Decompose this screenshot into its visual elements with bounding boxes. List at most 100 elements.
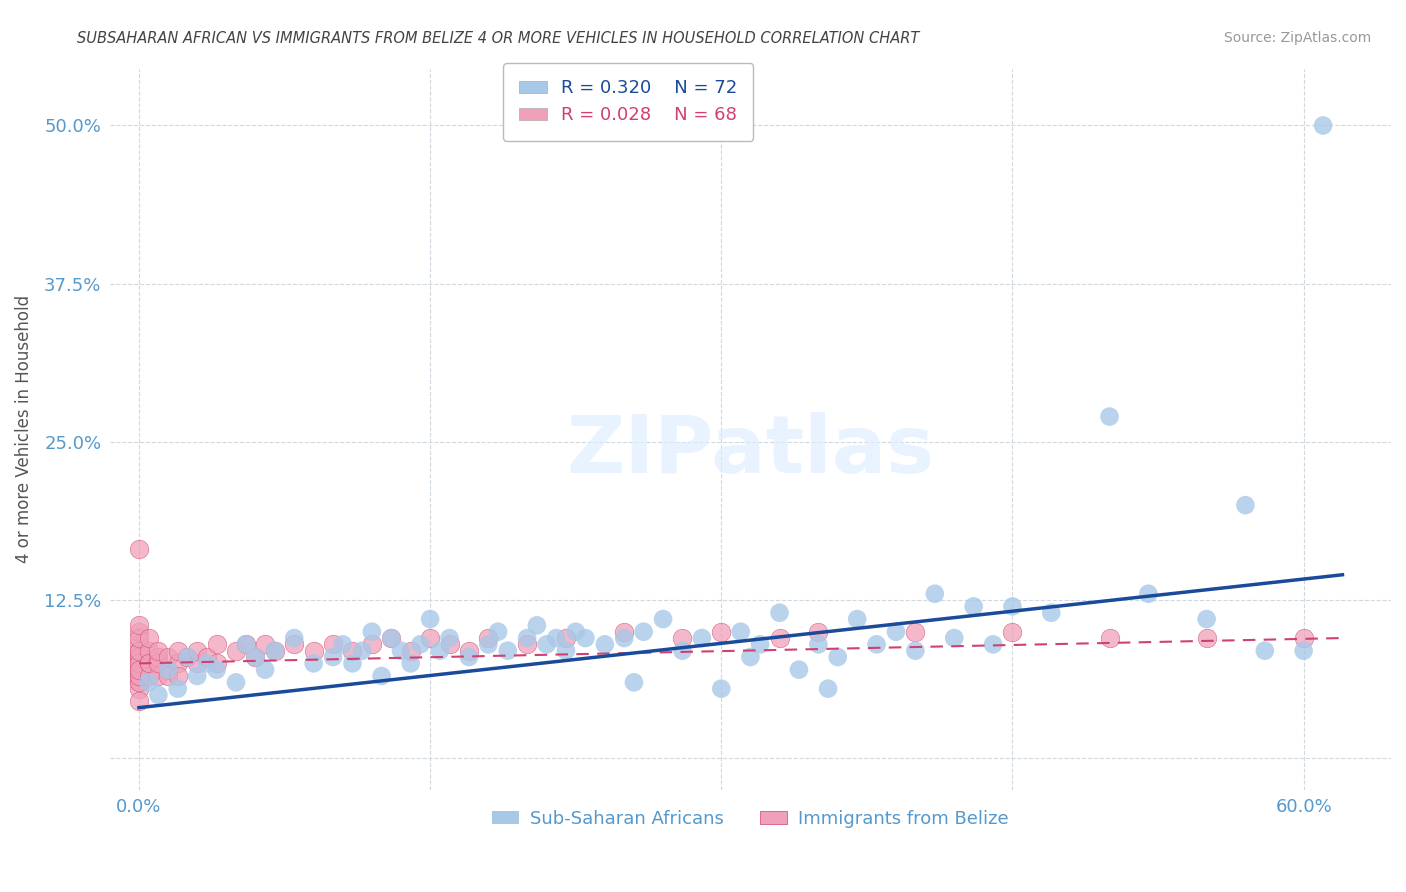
Point: [148, 643, 170, 657]
Point: [128, 675, 150, 690]
Point: [195, 657, 218, 671]
Point: [342, 657, 364, 671]
Point: [128, 618, 150, 632]
Point: [157, 663, 180, 677]
Point: [846, 612, 869, 626]
Point: [652, 612, 675, 626]
Point: [1040, 606, 1063, 620]
Point: [623, 675, 645, 690]
Point: [283, 631, 305, 645]
Point: [302, 657, 325, 671]
Point: [807, 624, 830, 639]
Point: [555, 643, 578, 657]
Point: [128, 669, 150, 683]
Point: [128, 657, 150, 671]
Point: [613, 624, 636, 639]
Point: [768, 606, 790, 620]
Point: [148, 688, 170, 702]
Point: [128, 669, 150, 683]
Point: [1001, 624, 1024, 639]
Point: [166, 681, 188, 696]
Point: [148, 669, 170, 683]
Point: [924, 587, 946, 601]
Point: [399, 657, 422, 671]
Point: [128, 624, 150, 639]
Point: [254, 663, 277, 677]
Point: [186, 669, 208, 683]
Point: [128, 650, 150, 665]
Point: [516, 637, 538, 651]
Point: [322, 650, 344, 665]
Point: [128, 663, 150, 677]
Point: [138, 675, 160, 690]
Point: [205, 637, 228, 651]
Point: [633, 624, 655, 639]
Point: [128, 650, 150, 665]
Point: [419, 612, 441, 626]
Point: [322, 637, 344, 651]
Point: [128, 643, 150, 657]
Point: [352, 643, 374, 657]
Point: [186, 657, 208, 671]
Point: [787, 663, 810, 677]
Point: [439, 631, 461, 645]
Point: [546, 631, 568, 645]
Point: [1137, 587, 1160, 601]
Text: Source: ZipAtlas.com: Source: ZipAtlas.com: [1223, 31, 1371, 45]
Point: [166, 643, 188, 657]
Point: [1001, 599, 1024, 614]
Point: [166, 657, 188, 671]
Point: [1195, 631, 1218, 645]
Point: [148, 657, 170, 671]
Point: [128, 663, 150, 677]
Point: [380, 631, 402, 645]
Point: [138, 657, 160, 671]
Point: [225, 643, 247, 657]
Point: [360, 624, 382, 639]
Point: [1312, 119, 1334, 133]
Point: [186, 643, 208, 657]
Point: [458, 643, 481, 657]
Point: [1195, 612, 1218, 626]
Legend: Sub-Saharan Africans, Immigrants from Belize: Sub-Saharan Africans, Immigrants from Be…: [485, 803, 1017, 835]
Point: [195, 650, 218, 665]
Point: [157, 669, 180, 683]
Point: [807, 637, 830, 651]
Point: [593, 637, 616, 651]
Point: [283, 637, 305, 651]
Point: [962, 599, 984, 614]
Point: [477, 637, 499, 651]
Point: [128, 542, 150, 557]
Text: SUBSAHARAN AFRICAN VS IMMIGRANTS FROM BELIZE 4 OR MORE VEHICLES IN HOUSEHOLD COR: SUBSAHARAN AFRICAN VS IMMIGRANTS FROM BE…: [77, 31, 920, 46]
Point: [409, 637, 432, 651]
Point: [225, 675, 247, 690]
Point: [574, 631, 596, 645]
Point: [157, 663, 180, 677]
Point: [235, 637, 257, 651]
Point: [176, 650, 198, 665]
Point: [245, 650, 267, 665]
Point: [205, 657, 228, 671]
Point: [904, 624, 927, 639]
Point: [526, 618, 548, 632]
Point: [263, 643, 285, 657]
Point: [486, 624, 509, 639]
Point: [419, 631, 441, 645]
Point: [138, 643, 160, 657]
Point: [710, 681, 733, 696]
Point: [245, 650, 267, 665]
Point: [1098, 409, 1121, 424]
Point: [768, 631, 790, 645]
Point: [496, 643, 519, 657]
Point: [332, 637, 354, 651]
Point: [1254, 643, 1277, 657]
Point: [148, 650, 170, 665]
Point: [613, 631, 636, 645]
Point: [389, 643, 412, 657]
Point: [342, 643, 364, 657]
Point: [516, 631, 538, 645]
Point: [254, 637, 277, 651]
Point: [429, 643, 451, 657]
Point: [1292, 631, 1315, 645]
Point: [360, 637, 382, 651]
